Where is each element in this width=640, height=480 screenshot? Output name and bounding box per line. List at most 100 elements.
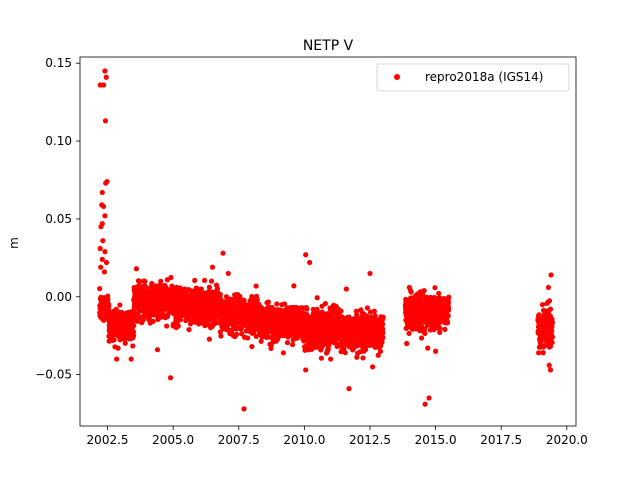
data-point bbox=[322, 300, 328, 307]
data-point bbox=[546, 362, 552, 368]
data-point bbox=[111, 337, 117, 343]
data-point bbox=[380, 314, 386, 320]
data-point bbox=[536, 312, 542, 318]
data-point bbox=[421, 288, 427, 294]
data-point bbox=[103, 74, 109, 80]
y-tick-label: 0.10 bbox=[45, 134, 72, 148]
data-point bbox=[254, 296, 260, 303]
data-point bbox=[101, 203, 107, 210]
data-point bbox=[437, 329, 443, 336]
data-point bbox=[364, 305, 371, 311]
data-point bbox=[380, 326, 386, 332]
data-point bbox=[275, 336, 281, 342]
data-point bbox=[547, 367, 554, 373]
data-point bbox=[239, 331, 245, 337]
data-point bbox=[436, 290, 442, 297]
data-point bbox=[367, 270, 373, 277]
data-point bbox=[241, 406, 247, 412]
data-point bbox=[98, 224, 104, 230]
data-point bbox=[360, 355, 366, 361]
data-point bbox=[377, 348, 384, 354]
data-point bbox=[131, 322, 137, 329]
data-point bbox=[304, 311, 310, 318]
data-point bbox=[281, 301, 288, 307]
data-point bbox=[380, 334, 386, 341]
data-point bbox=[217, 291, 223, 298]
data-point bbox=[106, 303, 112, 309]
y-tick-label: 0.00 bbox=[45, 290, 72, 304]
data-point bbox=[225, 270, 231, 277]
legend: repro2018a (IGS14) bbox=[376, 63, 570, 92]
data-point bbox=[425, 345, 431, 351]
data-point bbox=[253, 283, 259, 289]
data-point bbox=[101, 82, 107, 88]
data-point bbox=[314, 295, 320, 301]
data-point bbox=[354, 354, 360, 360]
data-point bbox=[150, 318, 156, 324]
x-tick-label: 2010.0 bbox=[283, 433, 325, 447]
data-point bbox=[128, 356, 134, 362]
data-point bbox=[130, 343, 136, 349]
legend-marker-icon bbox=[394, 74, 400, 80]
data-point bbox=[406, 284, 412, 291]
x-tick-label: 2015.0 bbox=[415, 433, 457, 447]
y-axis-ticks: −0.05 0.00 0.05 0.10 0.15 bbox=[35, 56, 80, 382]
data-point bbox=[209, 264, 216, 270]
data-point bbox=[342, 350, 348, 356]
data-point bbox=[338, 308, 344, 314]
data-point bbox=[304, 306, 310, 312]
data-point bbox=[404, 340, 410, 347]
data-point bbox=[258, 338, 264, 344]
data-point bbox=[547, 306, 554, 312]
data-point bbox=[303, 252, 309, 258]
data-point bbox=[274, 301, 280, 307]
data-point bbox=[437, 325, 443, 331]
data-point bbox=[103, 180, 109, 186]
data-point bbox=[122, 340, 128, 346]
data-point bbox=[177, 317, 183, 323]
data-point bbox=[133, 266, 140, 272]
data-point bbox=[140, 317, 146, 323]
chart-title: NETP V bbox=[303, 38, 354, 54]
data-point bbox=[115, 345, 121, 351]
plot-frame bbox=[79, 56, 577, 427]
data-point bbox=[445, 313, 451, 319]
data-point bbox=[343, 286, 349, 292]
data-point bbox=[444, 320, 451, 326]
data-point bbox=[175, 323, 181, 329]
x-tick-label: 2002.5 bbox=[87, 433, 129, 447]
data-point bbox=[249, 293, 255, 300]
data-point bbox=[536, 350, 542, 356]
data-point bbox=[375, 352, 381, 358]
data-point bbox=[408, 289, 414, 295]
data-point bbox=[208, 278, 215, 284]
x-tick-label: 2005.0 bbox=[152, 433, 194, 447]
data-point bbox=[149, 281, 155, 287]
data-point bbox=[441, 296, 447, 302]
data-point bbox=[220, 250, 226, 256]
data-point bbox=[206, 284, 213, 290]
data-point bbox=[371, 308, 377, 314]
data-point bbox=[102, 68, 108, 74]
data-point bbox=[549, 328, 555, 334]
data-point bbox=[186, 327, 192, 333]
data-point bbox=[192, 277, 198, 283]
data-point bbox=[198, 286, 204, 292]
data-point bbox=[379, 321, 386, 327]
data-point bbox=[105, 296, 111, 302]
data-point bbox=[100, 238, 106, 244]
data-point bbox=[422, 326, 428, 332]
data-point bbox=[549, 334, 555, 340]
data-point bbox=[418, 335, 425, 341]
data-point bbox=[131, 332, 137, 339]
data-point bbox=[546, 298, 553, 304]
data-point bbox=[142, 278, 148, 285]
data-point bbox=[370, 364, 376, 370]
data-point bbox=[354, 312, 360, 318]
data-point bbox=[117, 302, 123, 308]
data-point bbox=[328, 356, 334, 362]
data-point bbox=[218, 333, 224, 339]
legend-entry-label: repro2018a (IGS14) bbox=[425, 70, 543, 84]
data-points-layer bbox=[97, 68, 555, 412]
